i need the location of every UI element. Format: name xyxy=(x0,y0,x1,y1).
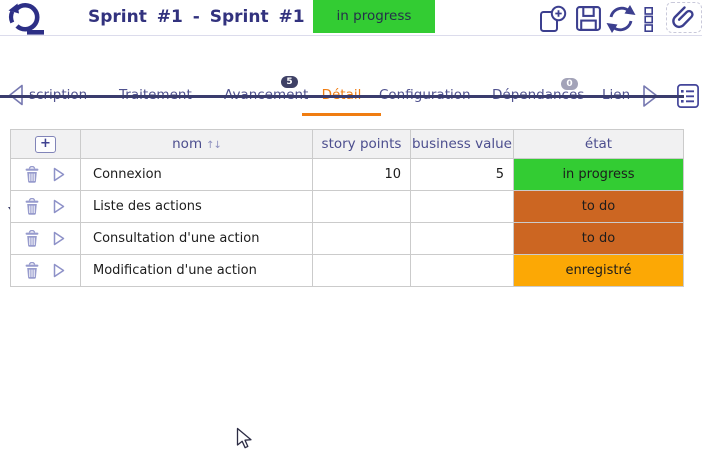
active-tab-underline xyxy=(302,113,381,116)
kebab-menu-icon[interactable] xyxy=(644,7,654,32)
table-row: Modification d'une action enregistré xyxy=(10,254,684,287)
mouse-cursor xyxy=(236,427,252,449)
row-actions-cell xyxy=(10,254,81,287)
add-story-cell: + xyxy=(10,129,81,159)
business-value-value[interactable] xyxy=(410,254,514,287)
story-state[interactable]: to do xyxy=(513,222,684,255)
top-bar: Sprint #1 - Sprint #1 in progress xyxy=(0,0,702,36)
table-row: Connexion 10 5 in progress xyxy=(10,158,684,191)
business-value-value[interactable] xyxy=(410,222,514,255)
play-icon[interactable] xyxy=(53,167,65,182)
table-header-row: + nom ↑↓ story points business value état xyxy=(10,129,684,159)
sort-icon[interactable]: ↑↓ xyxy=(206,140,222,151)
row-actions-cell xyxy=(10,158,81,191)
col-header-etat[interactable]: état xyxy=(513,129,684,159)
col-header-nom-label: nom xyxy=(172,136,203,152)
trash-icon[interactable] xyxy=(25,262,39,279)
play-icon[interactable] xyxy=(53,231,65,246)
table-row: Consultation d'une action to do xyxy=(10,222,684,255)
user-stories-table: + nom ↑↓ story points business value état xyxy=(10,129,684,287)
story-name[interactable]: Consultation d'une action xyxy=(80,222,313,255)
story-points-value[interactable] xyxy=(312,254,411,287)
trash-icon[interactable] xyxy=(25,230,39,247)
story-points-value[interactable]: 10 xyxy=(312,158,411,191)
refresh-icon[interactable] xyxy=(606,4,636,34)
content-divider xyxy=(0,95,684,98)
col-header-nom[interactable]: nom ↑↓ xyxy=(80,129,313,159)
tab-avancement-badge: 5 xyxy=(281,76,298,88)
business-value-value[interactable] xyxy=(410,190,514,223)
story-name[interactable]: Connexion xyxy=(80,158,313,191)
trash-icon[interactable] xyxy=(25,166,39,183)
business-value-value[interactable]: 5 xyxy=(410,158,514,191)
tab-dependances-badge: 0 xyxy=(561,78,578,90)
story-state[interactable]: enregistré xyxy=(513,254,684,287)
status-badge: in progress xyxy=(313,0,435,33)
story-name[interactable]: Liste des actions xyxy=(80,190,313,223)
trash-icon[interactable] xyxy=(25,198,39,215)
story-points-value[interactable] xyxy=(312,190,411,223)
add-document-icon[interactable] xyxy=(539,5,567,33)
col-header-story-points[interactable]: story points xyxy=(312,129,411,159)
story-name[interactable]: Modification d'une action xyxy=(80,254,313,287)
play-icon[interactable] xyxy=(53,263,65,278)
attachment-dropzone[interactable] xyxy=(666,2,702,33)
row-actions-cell xyxy=(10,190,81,223)
tab-bar: scription Traitement Avancement 5 Détail… xyxy=(0,37,702,116)
page-title: Sprint #1 - Sprint #1 xyxy=(88,7,305,27)
save-icon[interactable] xyxy=(575,5,602,32)
table-row: Liste des actions to do xyxy=(10,190,684,223)
sprint-logo-icon xyxy=(8,2,44,35)
story-state[interactable]: in progress xyxy=(513,158,684,191)
row-actions-cell xyxy=(10,222,81,255)
play-icon[interactable] xyxy=(53,199,65,214)
story-points-value[interactable] xyxy=(312,222,411,255)
add-story-button[interactable]: + xyxy=(35,136,56,153)
col-header-business-value[interactable]: business value xyxy=(410,129,514,159)
story-state[interactable]: to do xyxy=(513,190,684,223)
paperclip-icon xyxy=(672,5,694,28)
